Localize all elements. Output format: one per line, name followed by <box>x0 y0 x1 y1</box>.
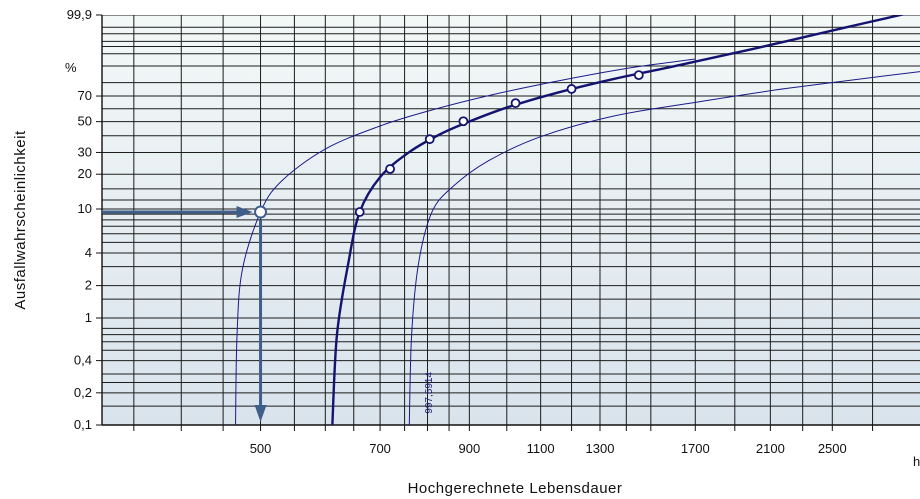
arrow-vertical-head <box>254 405 267 422</box>
y-tick-label: 99,9 <box>67 7 92 22</box>
y-tick-label: 4 <box>85 245 92 260</box>
data-point <box>633 70 644 81</box>
data-point <box>566 84 577 94</box>
upper-bound-curve <box>408 71 920 425</box>
annotation-arrows <box>102 205 268 422</box>
y-tick-label: 50 <box>78 114 92 129</box>
x-tick-label: 1700 <box>681 441 710 456</box>
x-tick-label: 1300 <box>586 441 615 456</box>
annotation-point <box>254 205 268 219</box>
data-point <box>510 98 521 109</box>
curves <box>235 15 920 425</box>
x-tick-label: 1100 <box>527 441 555 456</box>
y-tick-label: 0,1 <box>74 417 92 432</box>
data-point <box>458 116 469 127</box>
x-tick-label: 2500 <box>818 441 847 456</box>
data-point <box>354 207 365 217</box>
x-tick-label: 2100 <box>756 441 785 456</box>
y-tick-label: 10 <box>78 201 92 216</box>
y-tick-label: 30 <box>78 144 92 159</box>
y-tick-label: 1 <box>85 310 92 325</box>
data-points <box>354 70 644 217</box>
data-point <box>385 164 395 174</box>
lower-bound-curve <box>235 58 696 425</box>
y-tick-label: 20 <box>78 166 92 181</box>
y-axis-title: Ausfallwahrscheinlichkeit <box>12 130 29 310</box>
data-point <box>424 134 435 145</box>
x-unit-label: h <box>913 454 920 469</box>
x-tick-label: 900 <box>459 441 481 456</box>
tick-labels: 99,9 70 50 30 20 10 4 2 1 0,4 0,2 0,1 500 700 900 1100 1… <box>67 7 874 456</box>
arrow-horizontal-head <box>236 206 253 219</box>
grid-lines <box>102 15 920 425</box>
x-axis-title: Hochgerechnete Lebensdauer <box>408 480 623 497</box>
y-tick-label: 0,2 <box>74 385 92 400</box>
x-tick-label: 500 <box>250 441 272 456</box>
x-tick-label: 700 <box>369 441 391 456</box>
y-tick-label: 70 <box>78 88 92 103</box>
fit-curve <box>331 15 906 425</box>
y-tick-label: 0,4 <box>74 353 92 368</box>
y-unit-label: % <box>65 60 77 75</box>
upper-bound-label: 997,5914 <box>424 372 435 414</box>
y-tick-label: 2 <box>85 278 92 293</box>
